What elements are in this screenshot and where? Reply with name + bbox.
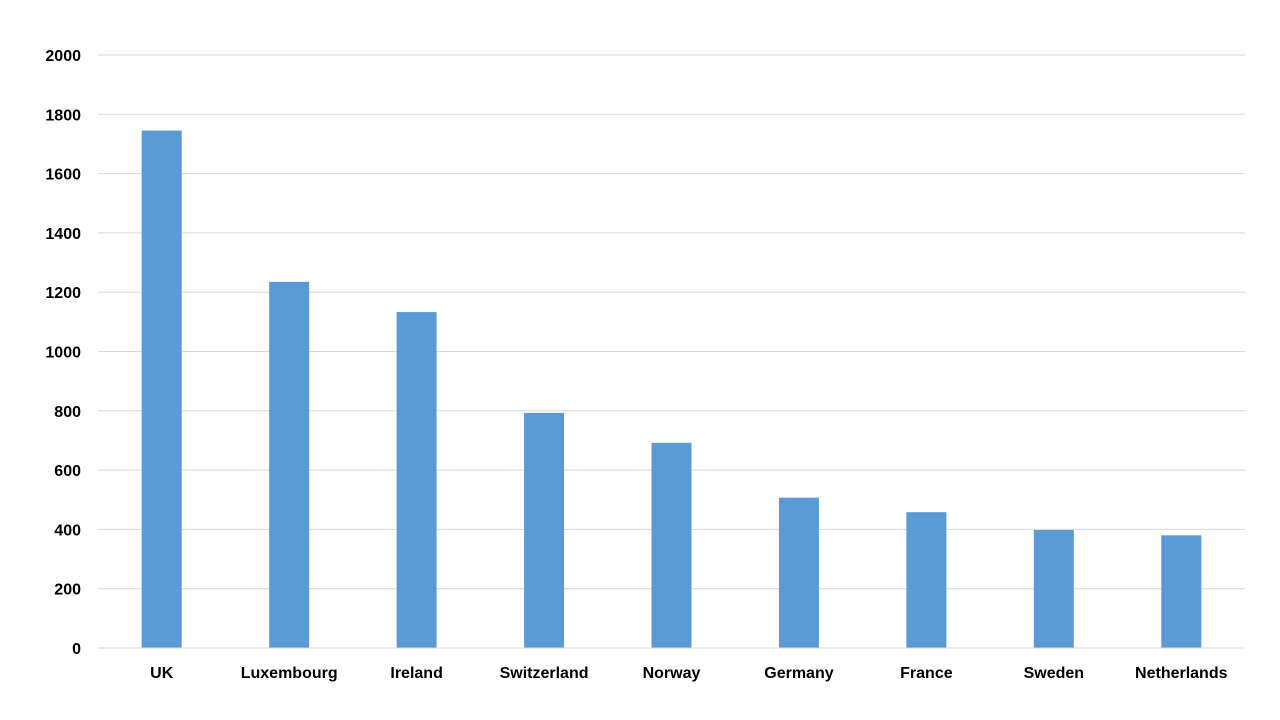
x-category-label: Ireland — [390, 665, 442, 682]
y-axis-tick-labels: 0 200 400 600 800 1000 1200 1400 1600 1800 2000 — [45, 48, 81, 658]
bar-norway — [651, 442, 692, 648]
y-tick-label: 600 — [54, 463, 81, 480]
bar-netherlands — [1161, 535, 1202, 648]
y-tick-label: 1600 — [45, 167, 81, 184]
bar-germany — [778, 497, 819, 648]
bar-sweden — [1033, 529, 1074, 648]
x-category-label: UK — [150, 665, 174, 682]
bar-france — [906, 512, 947, 648]
x-axis-category-labels: UK Luxembourg Ireland Switzerland Norway Germ… — [150, 665, 1227, 682]
bar-switzerland — [524, 412, 565, 648]
x-category-label: Germany — [764, 665, 833, 682]
y-tick-label: 400 — [54, 522, 81, 539]
y-tick-label: 1400 — [45, 226, 81, 243]
x-category-label: Switzerland — [500, 665, 589, 682]
x-category-label: Luxembourg — [241, 665, 338, 682]
bars — [141, 130, 1202, 649]
x-category-label: Netherlands — [1135, 665, 1228, 682]
y-tick-label: 2000 — [45, 48, 81, 65]
bar-luxembourg — [269, 281, 310, 648]
bar-ireland — [396, 312, 437, 648]
x-category-label: France — [900, 665, 953, 682]
y-tick-label: 200 — [54, 582, 81, 599]
x-category-label: Norway — [643, 665, 701, 682]
bar-uk — [141, 130, 182, 649]
y-tick-label: 1800 — [45, 107, 81, 124]
y-tick-label: 1200 — [45, 285, 81, 302]
y-tick-label: 800 — [54, 404, 81, 421]
x-category-label: Sweden — [1024, 665, 1084, 682]
y-tick-label: 1000 — [45, 345, 81, 362]
y-tick-label: 0 — [72, 641, 81, 658]
